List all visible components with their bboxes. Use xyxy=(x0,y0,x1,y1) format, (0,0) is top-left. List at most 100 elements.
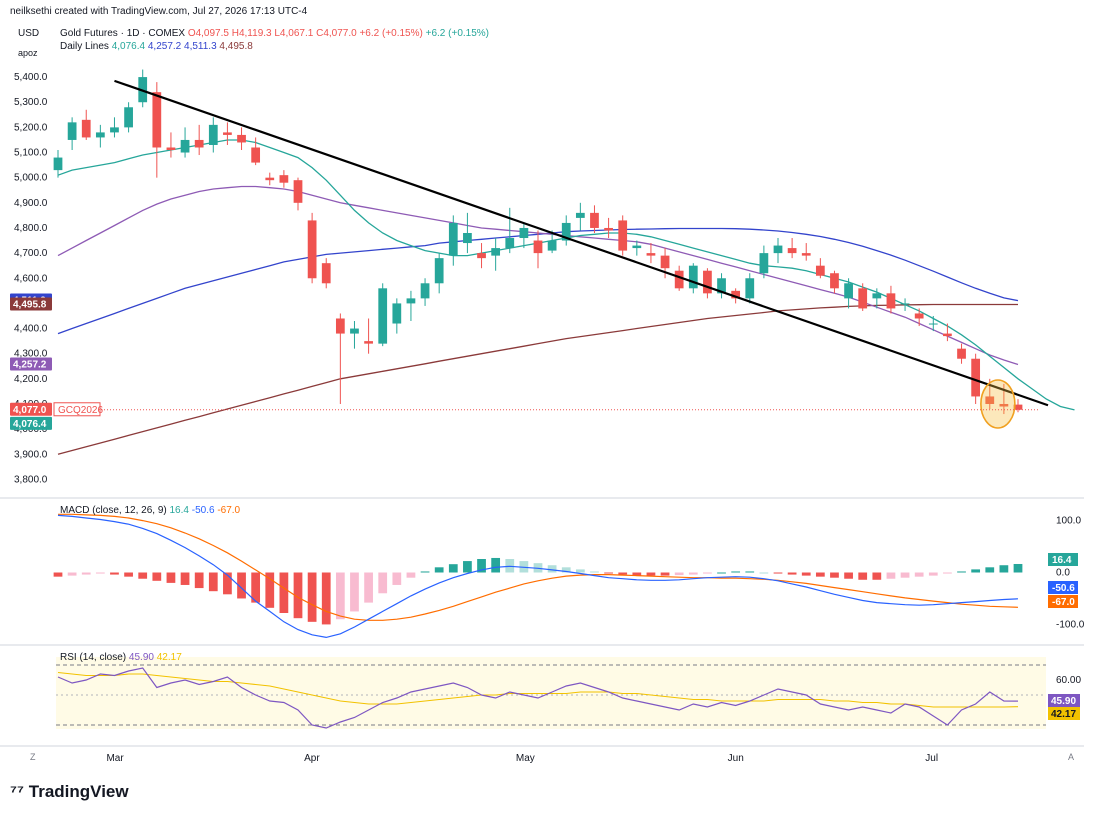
candle-body[interactable] xyxy=(321,263,331,284)
candle-body[interactable] xyxy=(95,132,105,138)
macd-pane[interactable] xyxy=(53,513,1023,639)
candle-body[interactable] xyxy=(406,298,416,304)
candle-body[interactable] xyxy=(364,341,373,344)
price-tag[interactable]: 4,077.0 xyxy=(10,402,52,416)
trendline[interactable] xyxy=(114,79,1049,407)
candle-body[interactable] xyxy=(491,248,501,256)
candle-body[interactable] xyxy=(844,283,853,299)
candle-body[interactable] xyxy=(801,253,811,256)
candle-body[interactable] xyxy=(717,278,726,294)
candle-body[interactable] xyxy=(350,328,359,334)
candle-body[interactable] xyxy=(957,348,966,359)
time-axis[interactable]: Mar Apr May Jun Jul xyxy=(106,753,938,764)
candle-body[interactable] xyxy=(914,313,924,319)
candle-body[interactable] xyxy=(434,258,444,284)
candle-body[interactable] xyxy=(67,122,77,140)
candlesticks[interactable] xyxy=(53,69,1023,415)
macd-legend[interactable]: MACD (close, 12, 26, 9) 16.4 -50.6 -67.0 xyxy=(60,505,240,516)
candle-body[interactable] xyxy=(505,238,515,249)
candle-body[interactable] xyxy=(759,253,769,274)
candle-body[interactable] xyxy=(547,240,557,251)
candle-body[interactable] xyxy=(477,253,486,259)
candle-body[interactable] xyxy=(731,290,741,299)
candle-body[interactable] xyxy=(1013,404,1023,410)
candle-body[interactable] xyxy=(787,248,797,254)
candle-body[interactable] xyxy=(999,403,1009,407)
candle-body[interactable] xyxy=(872,293,882,299)
candle-body[interactable] xyxy=(53,157,63,171)
candle-body[interactable] xyxy=(223,132,232,135)
candle-body[interactable] xyxy=(886,293,896,309)
footer-brand-label: TradingView xyxy=(28,782,129,801)
rsi-value-tag[interactable]: 42.17 xyxy=(1048,707,1080,720)
candle-body[interactable] xyxy=(378,288,388,344)
macd-hist-bar xyxy=(350,572,359,612)
candle-body[interactable] xyxy=(561,222,571,241)
highlight-circle[interactable] xyxy=(980,379,1016,429)
drawings[interactable] xyxy=(56,79,1049,429)
candle-body[interactable] xyxy=(773,245,783,254)
footer-brand[interactable]: ⁷⁷ TradingView xyxy=(10,782,129,802)
macd-value-tag[interactable]: -67.0 xyxy=(1048,595,1078,608)
candle-body[interactable] xyxy=(830,273,839,289)
price-axis[interactable]: 5,400.0 5,300.0 5,200.0 5,100.0 5,000.0 4,900… xyxy=(10,72,1085,720)
candle-body[interactable] xyxy=(194,139,204,148)
candle-body[interactable] xyxy=(575,212,585,218)
candle-body[interactable] xyxy=(463,232,472,244)
symbol-tag[interactable]: GCQ2026 xyxy=(58,405,103,416)
candle-body[interactable] xyxy=(81,119,91,138)
candle-body[interactable] xyxy=(208,124,218,145)
lines-legend-label: Daily Lines xyxy=(60,41,109,52)
candle-body[interactable] xyxy=(815,265,825,276)
candle-body[interactable] xyxy=(180,139,190,153)
lines-legend[interactable]: Daily Lines 4,076.4 4,257.2 4,511.3 4,49… xyxy=(60,41,253,52)
rsi-pane[interactable] xyxy=(56,664,1046,729)
candle-body[interactable] xyxy=(420,283,430,299)
candle-body[interactable] xyxy=(928,323,938,325)
price-tag[interactable]: 4,076.4 xyxy=(10,416,52,430)
candle-body[interactable] xyxy=(632,245,642,249)
candle-body[interactable] xyxy=(745,278,755,299)
candle-body[interactable] xyxy=(703,270,712,294)
candle-body[interactable] xyxy=(660,255,670,269)
candle-body[interactable] xyxy=(618,220,628,251)
candle-body[interactable] xyxy=(858,288,868,309)
macd-value-tag[interactable]: -50.6 xyxy=(1048,581,1078,594)
candle-body[interactable] xyxy=(943,333,952,337)
macd-value-tag[interactable]: 16.4 xyxy=(1048,553,1078,566)
candle-body[interactable] xyxy=(688,265,698,289)
candle-body[interactable] xyxy=(124,107,133,128)
candle-body[interactable] xyxy=(604,227,613,231)
currency-label[interactable]: USD xyxy=(18,28,40,39)
candle-body[interactable] xyxy=(448,222,458,256)
rsi-legend[interactable]: RSI (14, close) 45.90 42.17 xyxy=(60,652,182,663)
candle-body[interactable] xyxy=(279,175,289,183)
unit-label[interactable]: apoz xyxy=(18,48,38,58)
candle-body[interactable] xyxy=(900,303,910,305)
candle-body[interactable] xyxy=(985,396,995,404)
rsi-value-tag[interactable]: 45.90 xyxy=(1048,694,1080,707)
macd-hist-bar xyxy=(590,571,599,573)
candle-body[interactable] xyxy=(307,220,317,279)
candle-body[interactable] xyxy=(251,147,261,163)
price-tag[interactable]: 4,495.8 xyxy=(10,297,52,311)
candle-body[interactable] xyxy=(110,127,119,133)
price-tag[interactable]: 4,257.2 xyxy=(10,357,52,371)
symbol-legend[interactable]: Gold Futures · 1D · COMEX O4,097.5 H4,11… xyxy=(60,28,489,39)
candle-body[interactable] xyxy=(590,212,599,228)
candle-body[interactable] xyxy=(646,253,656,256)
candle-body[interactable] xyxy=(293,180,303,203)
candle-body[interactable] xyxy=(335,318,345,334)
candle-body[interactable] xyxy=(265,177,275,181)
candle-body[interactable] xyxy=(237,134,246,143)
rsi-value-tag-label: 42.17 xyxy=(1051,709,1076,720)
candle-body[interactable] xyxy=(674,270,684,289)
candle-body[interactable] xyxy=(971,358,981,397)
candle-body[interactable] xyxy=(392,303,402,324)
time-axis-right-marker[interactable]: A xyxy=(1068,752,1075,762)
candle-body[interactable] xyxy=(152,92,162,148)
candle-body[interactable] xyxy=(533,240,543,254)
time-axis-left-marker[interactable]: Z xyxy=(30,752,36,762)
candle-body[interactable] xyxy=(519,227,529,239)
candle-body[interactable] xyxy=(166,147,176,151)
